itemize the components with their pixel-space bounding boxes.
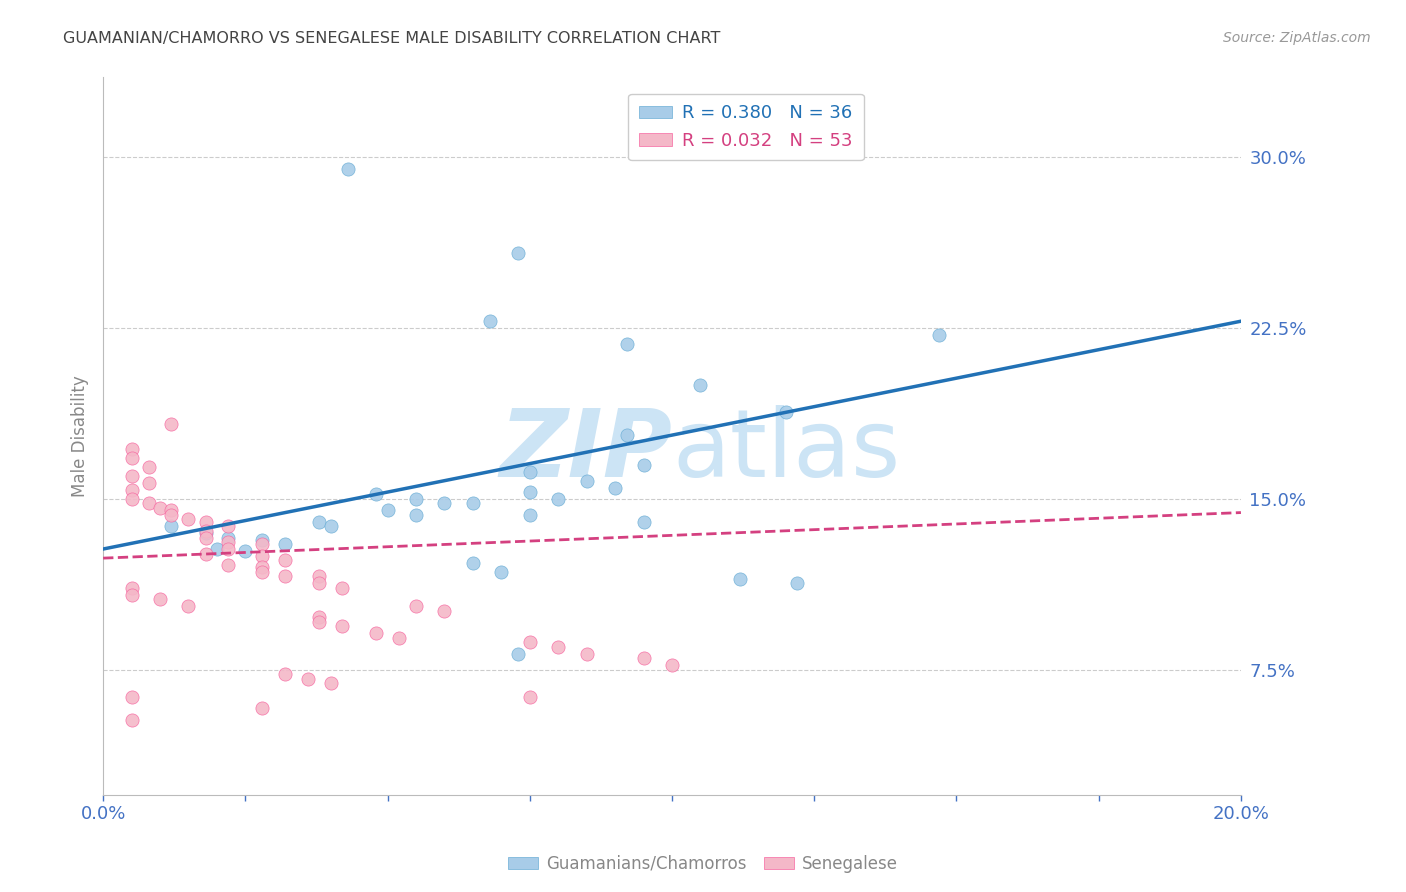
Point [308,615,330,629]
Point [308,576,330,591]
Point [121,713,143,727]
Point [121,588,143,602]
Point [575,647,598,661]
Point [377,503,399,517]
Point [160,519,183,533]
Point [405,491,427,506]
Point [433,496,456,510]
Point [121,690,143,705]
Point [217,519,239,533]
Point [121,442,143,456]
Point [366,487,388,501]
Point [519,465,541,479]
Point [575,474,598,488]
Point [775,405,797,419]
Point [138,475,160,490]
Point [661,658,683,673]
Text: Source: ZipAtlas.com: Source: ZipAtlas.com [1223,31,1371,45]
Point [786,576,808,591]
Point [194,531,217,545]
Point [121,469,143,483]
Point [519,635,541,649]
Point [519,485,541,500]
Point [308,569,330,583]
Point [217,535,239,549]
Point [252,549,274,563]
Point [252,533,274,547]
Point [138,460,160,475]
Point [194,526,217,541]
Point [138,496,160,510]
Point [149,501,172,516]
Point [508,647,530,661]
Point [633,458,655,472]
Point [274,553,297,567]
Point [252,701,274,715]
Y-axis label: Male Disability: Male Disability [72,376,89,497]
Point [461,556,484,570]
Point [336,161,359,176]
Point [274,667,297,681]
Point [547,491,569,506]
Point [160,417,183,431]
Point [177,599,200,613]
Point [689,378,711,392]
Point [433,603,456,617]
Point [149,592,172,607]
Text: atlas: atlas [672,405,900,497]
Point [330,581,353,595]
Point [616,337,638,351]
Point [121,483,143,497]
Point [121,450,143,465]
Point [194,515,217,529]
Point [519,690,541,705]
Point [319,676,342,690]
Point [478,314,501,328]
Point [508,245,530,260]
Point [319,519,342,533]
Point [121,491,143,506]
Point [491,565,513,579]
Point [405,508,427,522]
Text: ZIP: ZIP [499,405,672,497]
Point [330,619,353,633]
Point [217,541,239,556]
Point [252,565,274,579]
Point [308,515,330,529]
Point [160,508,183,522]
Point [121,581,143,595]
Point [633,651,655,665]
Legend: R = 0.380   N = 36, R = 0.032   N = 53: R = 0.380 N = 36, R = 0.032 N = 53 [628,94,863,161]
Point [547,640,569,654]
Point [274,569,297,583]
Point [160,503,183,517]
Point [194,547,217,561]
Point [217,558,239,572]
Point [388,631,411,645]
Point [928,327,950,342]
Point [730,572,752,586]
Point [235,544,257,558]
Point [366,626,388,640]
Legend: Guamanians/Chamorros, Senegalese: Guamanians/Chamorros, Senegalese [502,848,904,880]
Point [177,512,200,526]
Point [297,672,319,686]
Point [194,524,217,538]
Point [252,537,274,551]
Point [405,599,427,613]
Point [616,428,638,442]
Point [274,537,297,551]
Point [308,610,330,624]
Text: GUAMANIAN/CHAMORRO VS SENEGALESE MALE DISABILITY CORRELATION CHART: GUAMANIAN/CHAMORRO VS SENEGALESE MALE DI… [63,31,721,46]
Point [461,496,484,510]
Point [519,508,541,522]
Point [633,515,655,529]
Point [205,541,228,556]
Point [605,481,627,495]
Point [252,560,274,574]
Point [217,531,239,545]
